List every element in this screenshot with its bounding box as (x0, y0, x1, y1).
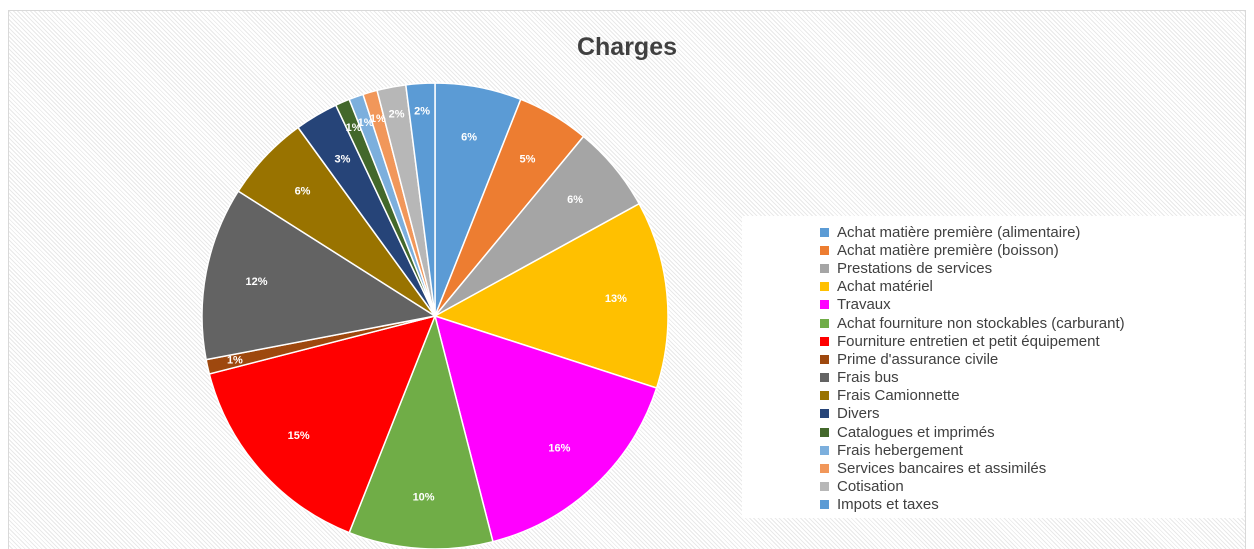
legend-item: Frais bus (820, 369, 1125, 387)
legend-swatch (820, 336, 829, 346)
legend-swatch (820, 227, 829, 237)
legend-item: Prestations de services (820, 259, 1125, 277)
legend-item: Travaux (820, 296, 1125, 314)
legend-swatch (820, 318, 829, 328)
legend-swatch (820, 263, 829, 273)
slice-data-label: 13% (605, 293, 627, 305)
legend-swatch (820, 282, 829, 292)
slice-data-label: 1% (346, 122, 362, 134)
chart-title: Charges (576, 33, 678, 61)
legend: Achat matière première (alimentaire) Acha… (742, 216, 1244, 518)
legend-item: Frais hebergement (820, 441, 1125, 459)
slice-data-label: 1% (227, 355, 243, 367)
legend-item: Achat matière première (alimentaire) (820, 223, 1125, 241)
legend-label: Services bancaires et assimilés (837, 460, 1047, 478)
legend-item: Impots et taxes (820, 496, 1125, 514)
legend-swatch (820, 445, 829, 455)
legend-swatch (820, 482, 829, 492)
legend-item: Catalogues et imprimés (820, 423, 1125, 441)
legend-label: Frais bus (837, 369, 899, 387)
legend-swatch (820, 245, 829, 255)
slice-data-label: 1% (370, 113, 386, 125)
legend-label: Cotisation (837, 478, 904, 496)
legend-label: Divers (837, 405, 880, 423)
slice-data-label: 1% (358, 117, 374, 129)
legend-label: Achat matière première (alimentaire) (837, 223, 1081, 241)
legend-label: Fourniture entretien et petit équipement (837, 332, 1100, 350)
legend-label: Frais Camionnette (837, 387, 960, 405)
chart-area: Charges 6% 5% 6% 13% 16% 10% 15% 1% 12% 6% 3% 1% 1% 1… (8, 10, 1246, 549)
legend-label: Achat fourniture non stockables (carbura… (837, 314, 1125, 332)
pie-slice (433, 202, 669, 389)
legend-item: Achat matière première (boisson) (820, 241, 1125, 259)
legend-label: Prestations de services (837, 259, 993, 277)
slice-data-label: 10% (413, 491, 435, 503)
legend-swatch (820, 391, 829, 401)
legend-label: Frais hebergement (837, 441, 963, 459)
legend-item: Divers (820, 405, 1125, 423)
legend-item: Services bancaires et assimilés (820, 459, 1125, 477)
pie-chart: 6%5%6%13%16%10%15%1%12%6%3%1%1%1% 2% 2% (201, 82, 669, 549)
legend-item: Prime d'assurance civile (820, 350, 1125, 368)
legend-item: Achat fourniture non stockables (carbura… (820, 314, 1125, 332)
slice-data-label: 6% (567, 194, 583, 206)
legend-swatch (820, 500, 829, 510)
legend-swatch (820, 427, 829, 437)
legend-label: Travaux (837, 296, 891, 314)
slice-data-label: 15% (288, 430, 310, 442)
slice-data-label: 6% (461, 131, 477, 143)
legend-swatch (820, 354, 829, 364)
legend-item: Achat matériel (820, 278, 1125, 296)
pie-slice (208, 314, 437, 534)
slice-data-label: 6% (295, 186, 311, 198)
slice-data-label: 12% (245, 276, 267, 288)
legend-label: Achat matière première (boisson) (837, 241, 1059, 259)
slice-data-label: 16% (548, 442, 570, 454)
legend-list: Achat matière première (alimentaire) Acha… (820, 223, 1125, 514)
pie-slice (433, 314, 658, 543)
slice-data-label: 2% (389, 109, 405, 121)
legend-swatch (820, 409, 829, 419)
legend-label: Prime d'assurance civile (837, 350, 999, 368)
legend-swatch (820, 300, 829, 310)
slice-data-label: 3% (335, 154, 351, 166)
legend-label: Achat matériel (837, 278, 933, 296)
legend-swatch (820, 464, 829, 474)
legend-item: Cotisation (820, 478, 1125, 496)
legend-swatch (820, 373, 829, 383)
slice-data-label: 2% (414, 105, 430, 117)
legend-label: Catalogues et imprimés (837, 423, 995, 441)
legend-label: Impots et taxes (837, 496, 939, 514)
slice-data-label: 5% (520, 154, 536, 166)
pie-slice (201, 190, 438, 361)
legend-item: Frais Camionnette (820, 387, 1125, 405)
pie-slice (404, 82, 436, 317)
legend-item: Fourniture entretien et petit équipement (820, 332, 1125, 350)
